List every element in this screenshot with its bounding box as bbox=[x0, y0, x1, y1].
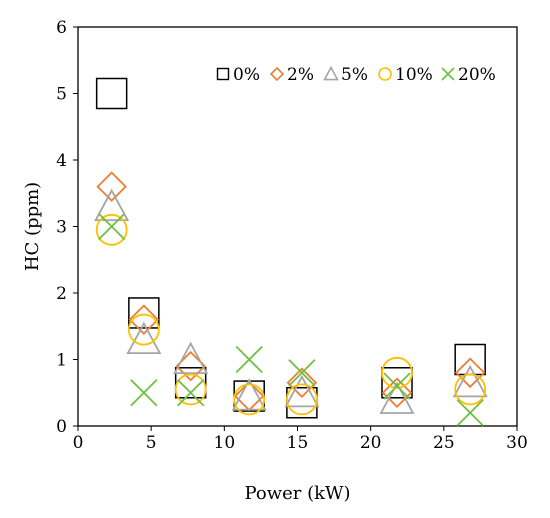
x-tick-label: 10 bbox=[214, 433, 236, 453]
x-axis-title: Power (kW) bbox=[244, 483, 350, 504]
y-tick-label: 1 bbox=[56, 351, 67, 371]
data-point-diamond bbox=[233, 380, 265, 412]
x-tick-label: 0 bbox=[73, 433, 84, 453]
legend-label: 0% bbox=[233, 65, 260, 85]
data-point-diamond bbox=[381, 377, 413, 409]
data-point-x bbox=[98, 212, 126, 241]
data-point-triangle bbox=[452, 364, 488, 398]
data-point-circle bbox=[95, 213, 128, 246]
x-tick-label: 15 bbox=[287, 433, 309, 453]
plot-area-frame bbox=[77, 26, 518, 427]
data-point-triangle bbox=[126, 321, 162, 355]
data-point-x bbox=[235, 345, 263, 374]
legend-label: 5% bbox=[341, 65, 368, 85]
data-point-square bbox=[95, 77, 128, 110]
legend-label: 10% bbox=[395, 65, 433, 85]
axis-ticks: 0 5 10 15 20 25 30 0 1 2 3 4 5 6 bbox=[56, 18, 528, 453]
legend-label: 20% bbox=[458, 65, 496, 85]
y-tick-label: 0 bbox=[56, 417, 67, 437]
data-point-x bbox=[383, 372, 411, 400]
data-point-triangle bbox=[173, 341, 209, 375]
legend-entry: 2% bbox=[269, 65, 314, 85]
x-tick-label: 30 bbox=[506, 433, 528, 453]
legend-marker-diamond-icon bbox=[269, 66, 285, 82]
data-point-square bbox=[381, 367, 413, 399]
data-point-x bbox=[177, 379, 205, 407]
y-tick-label: 3 bbox=[56, 218, 67, 238]
legend-marker-circle-icon bbox=[378, 67, 392, 81]
series-2pct bbox=[96, 171, 486, 412]
data-point-diamond bbox=[128, 304, 160, 335]
x-tick-label: 20 bbox=[360, 433, 382, 453]
series-0pct bbox=[95, 77, 486, 419]
legend-marker-x-icon bbox=[441, 67, 455, 81]
series-10pct bbox=[95, 213, 487, 416]
data-point-square bbox=[286, 386, 318, 419]
legend-marker-triangle-icon bbox=[323, 65, 339, 81]
legend-entry: 5% bbox=[323, 65, 368, 85]
data-point-x bbox=[288, 359, 316, 387]
data-point-circle bbox=[233, 383, 266, 416]
data-point-circle bbox=[285, 383, 318, 416]
data-point-triangle bbox=[284, 374, 320, 408]
series-20pct bbox=[98, 212, 484, 427]
data-point-square bbox=[174, 367, 207, 399]
data-point-x bbox=[130, 379, 158, 407]
data-point-circle bbox=[174, 373, 207, 406]
data-point-diamond bbox=[96, 171, 127, 202]
legend-entry: 10% bbox=[378, 65, 433, 85]
data-point-x bbox=[456, 399, 484, 427]
series-5pct bbox=[94, 188, 488, 414]
data-point-diamond bbox=[175, 350, 206, 382]
legend-entry: 20% bbox=[441, 65, 496, 85]
y-axis-title: HC (ppm) bbox=[22, 182, 43, 271]
data-point-square bbox=[233, 380, 265, 412]
data-markers bbox=[94, 77, 488, 427]
legend: 0% 2% 5% 10% 20% bbox=[216, 65, 496, 85]
y-tick-label: 4 bbox=[56, 151, 67, 171]
x-tick-label: 25 bbox=[433, 433, 455, 453]
legend-entry: 0% bbox=[216, 65, 260, 85]
data-point-triangle bbox=[94, 188, 130, 222]
data-point-triangle bbox=[379, 381, 415, 414]
data-point-diamond bbox=[286, 367, 318, 399]
legend-label: 2% bbox=[287, 65, 314, 85]
data-point-circle bbox=[127, 313, 160, 346]
data-point-circle bbox=[454, 373, 487, 406]
y-tick-label: 2 bbox=[56, 284, 67, 304]
x-tick-label: 5 bbox=[146, 433, 157, 453]
data-point-triangle bbox=[231, 378, 267, 411]
data-point-circle bbox=[381, 356, 413, 389]
y-tick-label: 6 bbox=[56, 18, 67, 38]
data-point-square bbox=[128, 297, 160, 329]
y-tick-label: 5 bbox=[56, 85, 67, 105]
legend-marker-square-icon bbox=[216, 67, 230, 81]
data-point-diamond bbox=[454, 357, 486, 389]
